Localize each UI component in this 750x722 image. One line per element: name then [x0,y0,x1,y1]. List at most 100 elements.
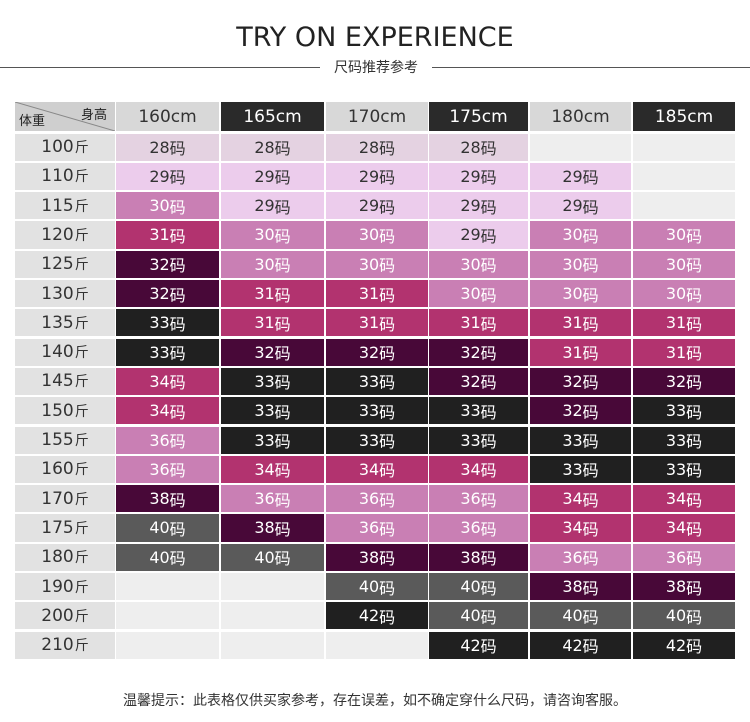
size-suffix: 码 [169,168,186,188]
size-suffix: 码 [274,256,291,276]
size-cell: 38 码 [530,573,631,601]
size-value: 34 [665,489,687,509]
weight-value: 190 [41,576,74,597]
size-cell: 32 码 [116,250,219,278]
height-axis-label: 身高 [80,108,107,123]
size-suffix: 码 [379,578,396,598]
size-value: 30 [665,254,687,274]
size-cell: 31 码 [530,338,631,366]
size-suffix: 码 [686,637,703,657]
size-suffix: 码 [480,432,497,452]
size-suffix: 码 [480,519,497,539]
size-suffix: 码 [686,256,703,276]
weight-value: 170 [41,488,74,509]
corner-diagonal-line [15,102,115,131]
weight-value: 100 [41,137,74,158]
size-suffix: 码 [379,490,396,510]
size-suffix: 码 [169,519,186,539]
size-cell: 36 码 [116,426,219,454]
weight-label-130: 130 斤 [15,280,115,308]
size-suffix: 码 [686,519,703,539]
size-cell: 32 码 [429,367,528,396]
size-suffix: 码 [582,168,599,188]
size-suffix: 码 [169,490,186,510]
size-suffix: 码 [582,637,599,657]
size-suffix: 码 [480,578,497,598]
size-cell: 32 码 [530,367,631,396]
size-cell: 42 码 [530,631,631,659]
size-suffix: 码 [480,197,497,217]
size-cell: 40 码 [116,514,219,542]
size-cell: 31 码 [221,309,324,337]
size-suffix: 码 [274,461,291,481]
size-suffix: 码 [582,256,599,276]
size-suffix: 码 [582,432,599,452]
size-suffix: 码 [274,402,291,422]
size-value: 33 [254,401,275,421]
size-cell: 30 码 [221,221,324,249]
size-cell: 33 码 [326,367,428,396]
size-value: 30 [562,284,583,304]
size-suffix: 码 [379,549,396,569]
size-cell: 40 码 [429,573,528,601]
size-value: 34 [562,489,583,509]
size-cell: 34 码 [530,485,631,513]
size-value: 30 [460,254,481,274]
weight-label-100: 100 斤 [15,133,115,161]
weight-value: 150 [41,400,74,421]
size-cell: 31 码 [530,309,631,337]
size-suffix: 码 [274,314,291,334]
size-suffix: 码 [274,285,291,305]
divider-left [0,67,320,68]
size-cell: 36 码 [429,485,528,513]
size-cell: 33 码 [530,426,631,454]
size-cell: 29 码 [429,221,528,249]
size-value: 36 [460,518,481,538]
size-value: 34 [254,459,275,479]
size-cell: 31 码 [326,309,428,337]
size-cell: 31 码 [116,221,219,249]
size-suffix: 码 [582,549,599,569]
page-subtitle: 尺码推荐参考 [334,60,418,76]
size-suffix: 码 [379,519,396,539]
size-cell: 40 码 [633,602,735,630]
size-cell: 30 码 [429,280,528,308]
size-cell: 31 码 [326,280,428,308]
weight-label-150: 150 斤 [15,397,115,425]
weight-label-160: 160 斤 [15,455,115,483]
size-cell: 38 码 [429,543,528,571]
size-cell [633,162,735,190]
size-suffix: 码 [686,373,703,393]
size-value: 29 [254,166,275,186]
size-value: 38 [358,547,380,567]
weight-value: 130 [41,283,74,304]
subtitle-row: 尺码推荐参考 [0,56,750,78]
size-suffix: 码 [379,402,396,422]
size-suffix: 码 [480,637,497,657]
size-cell: 30 码 [326,221,428,249]
size-cell: 29 码 [429,192,528,220]
size-suffix: 码 [686,549,703,569]
size-cell: 28 码 [221,133,324,161]
size-cell: 32 码 [221,338,324,366]
size-value: 42 [358,606,380,626]
size-cell: 33 码 [116,309,219,337]
size-suffix: 码 [686,607,703,627]
size-suffix: 码 [480,256,497,276]
size-cell: 40 码 [429,602,528,630]
corner-header-cell: 身高 体重 [15,102,115,131]
size-suffix: 码 [379,168,396,188]
size-suffix: 码 [480,285,497,305]
size-cell: 30 码 [633,221,735,249]
size-suffix: 码 [379,373,396,393]
weight-value: 140 [41,342,74,363]
size-value: 32 [460,342,481,362]
size-suffix: 码 [480,549,497,569]
size-cell: 40 码 [326,573,428,601]
size-cell: 31 码 [221,280,324,308]
size-value: 31 [254,284,275,304]
size-value: 28 [460,137,481,157]
size-cell: 36 码 [221,485,324,513]
size-value: 29 [358,196,380,216]
size-value: 33 [665,430,687,450]
